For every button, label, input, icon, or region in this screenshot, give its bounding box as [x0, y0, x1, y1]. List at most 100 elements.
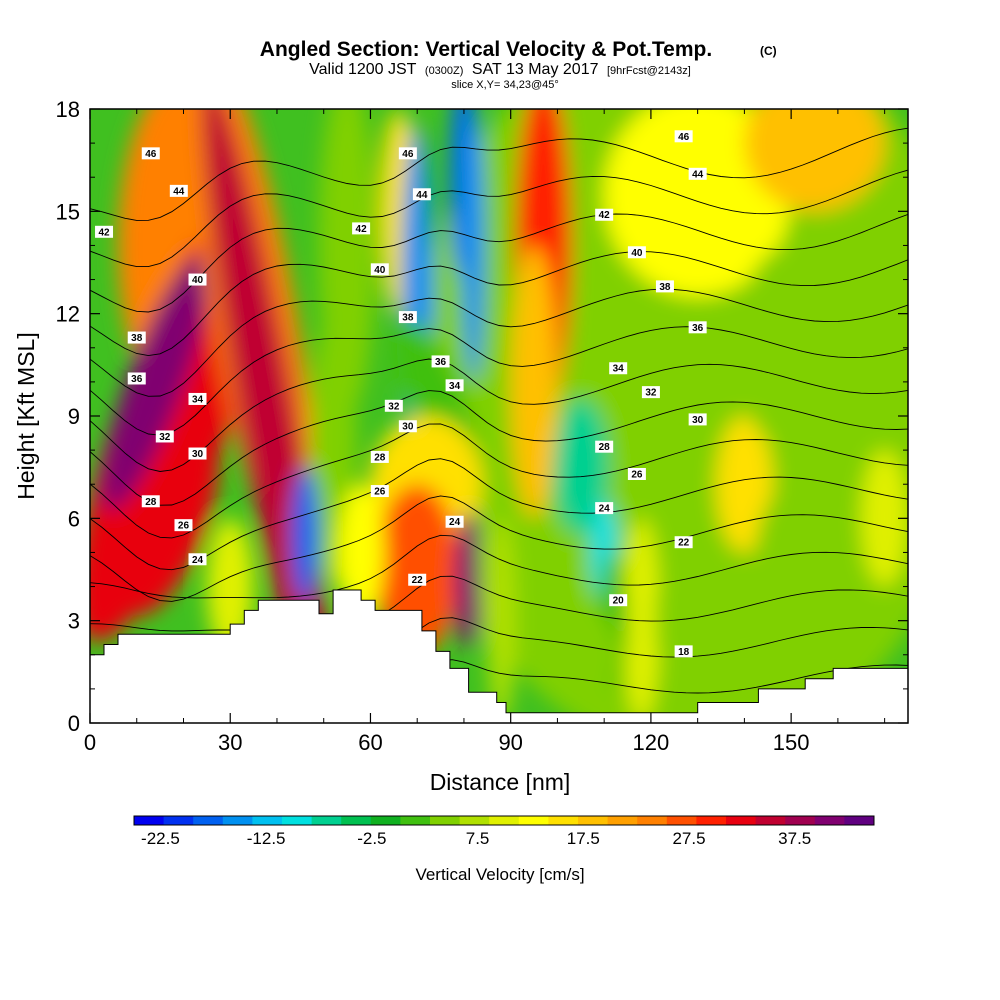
colorbar-swatch	[489, 816, 520, 825]
contour-label-bg	[408, 573, 427, 586]
contour-label-bg	[188, 553, 207, 566]
contour-label-text: 36	[131, 374, 143, 385]
theta-contour-label: 28	[141, 495, 160, 508]
velocity-cell	[206, 518, 254, 655]
theta-contour-label: 30	[188, 447, 207, 460]
contour-label-text: 36	[692, 323, 704, 334]
colorbar-swatch	[637, 816, 668, 825]
contour-label-bg	[384, 399, 403, 412]
colorbar-swatch	[666, 816, 697, 825]
theta-contour-label: 20	[609, 594, 628, 607]
colorbar-swatch	[193, 816, 224, 825]
contour-label-bg	[445, 379, 464, 392]
contour-label-bg	[595, 208, 614, 221]
theta-contour-label: 34	[188, 392, 207, 405]
colorbar-swatch	[341, 816, 372, 825]
contour-label-text: 26	[631, 469, 643, 480]
contour-label-text: 42	[599, 210, 611, 221]
contour-label-text: 22	[412, 575, 424, 586]
contour-label-text: 40	[374, 265, 386, 276]
theta-contour-label: 34	[609, 362, 628, 375]
velocity-cell	[753, 484, 829, 655]
colorbar-swatch	[370, 816, 401, 825]
contour-label-text: 46	[402, 149, 414, 160]
y-tick-label: 18	[56, 97, 80, 122]
colorbar-swatch	[459, 816, 490, 825]
contour-label-bg	[127, 331, 146, 344]
colorbar-tick-label: -22.5	[141, 829, 180, 848]
colorbar-tick-label: -2.5	[357, 829, 386, 848]
colorbar-swatch	[755, 816, 786, 825]
contour-label-text: 42	[98, 227, 110, 238]
x-tick-label: 30	[218, 730, 242, 755]
theta-contour-label: 26	[370, 485, 389, 498]
y-tick-label: 15	[56, 199, 80, 224]
theta-contour-label: 22	[408, 573, 427, 586]
chart-title-group: Angled Section: Vertical Velocity & Pot.…	[260, 38, 777, 91]
contour-label-bg	[370, 485, 389, 498]
theta-contour-label: 28	[370, 450, 389, 463]
contour-label-bg	[370, 263, 389, 276]
x-tick-label: 90	[498, 730, 522, 755]
contour-label-bg	[398, 311, 417, 324]
theta-contour-label: 46	[141, 147, 160, 160]
colorbar-frame	[133, 815, 875, 826]
contour-label-text: 40	[192, 275, 204, 286]
theta-contour-label: 40	[627, 246, 646, 259]
theta-contour-label: 42	[352, 222, 371, 235]
y-axis-label: Height [Kft MSL]	[13, 332, 39, 499]
theta-contour-line	[90, 390, 908, 506]
theta-contour-line	[90, 358, 908, 472]
contour-label-bg	[674, 536, 693, 549]
theta-contour-label: 24	[595, 502, 614, 515]
contour-label-text: 32	[388, 401, 400, 412]
contour-label-bg	[188, 392, 207, 405]
theta-contour-labels: 46 44 42 40 38 36 34 32 30 28 26 24 46 44 42 40 38 36 34 32…	[95, 130, 707, 658]
contour-label-text: 18	[678, 647, 690, 658]
theta-contour-label: 44	[412, 188, 431, 201]
theta-contour-line	[90, 423, 908, 539]
y-tick-label: 3	[68, 609, 80, 634]
contour-label-text: 28	[374, 452, 386, 463]
contour-label-bg	[141, 495, 160, 508]
theta-contour-label: 36	[431, 355, 450, 368]
subtitle-date: SAT 13 May 2017	[472, 61, 599, 78]
velocity-cell	[101, 253, 210, 511]
contour-label-text: 44	[173, 186, 185, 197]
contour-label-text: 42	[356, 224, 368, 235]
theta-contour-label: 34	[445, 379, 464, 392]
contour-label-bg	[609, 594, 628, 607]
velocity-cell	[735, 245, 848, 451]
slice-label: slice X,Y= 34,23@45°	[451, 79, 559, 91]
colorbar-tick-label: 7.5	[466, 829, 490, 848]
colorbar-swatch	[726, 816, 757, 825]
colorbar-swatch	[430, 816, 461, 825]
contour-label-bg	[609, 362, 628, 375]
contour-label-text: 34	[613, 364, 625, 375]
colorbar-swatch	[518, 816, 549, 825]
colorbar: -22.5 -12.5 -2.5 7.5 17.5 27.5 37.5	[133, 815, 875, 848]
contour-label-text: 22	[678, 538, 690, 549]
contour-label-bg	[595, 440, 614, 453]
colorbar-title: Vertical Velocity [cm/s]	[415, 865, 584, 884]
chart-subtitle: Valid 1200 JST (0300Z) SAT 13 May 2017 […	[309, 61, 691, 78]
x-tick-label: 150	[773, 730, 810, 755]
colorbar-swatch	[282, 816, 313, 825]
theta-contour-label: 46	[674, 130, 693, 143]
contour-label-text: 34	[449, 381, 461, 392]
theta-contours	[90, 127, 908, 709]
plot-area: 46 44 42 40 38 36 34 32 30 28 26 24 46 44 42 40 38 36 34 32…	[90, 109, 908, 723]
velocity-cell	[119, 421, 220, 616]
vertical-velocity-field	[90, 109, 908, 723]
velocity-cell	[744, 109, 885, 212]
theta-contour-label: 40	[188, 273, 207, 286]
theta-contour-label: 38	[127, 331, 146, 344]
theta-contour-line	[90, 127, 908, 221]
contour-label-text: 38	[402, 313, 414, 324]
contour-label-text: 32	[159, 432, 171, 443]
contour-label-bg	[445, 515, 464, 528]
contour-label-bg	[627, 467, 646, 480]
colorbar-swatch	[814, 816, 845, 825]
